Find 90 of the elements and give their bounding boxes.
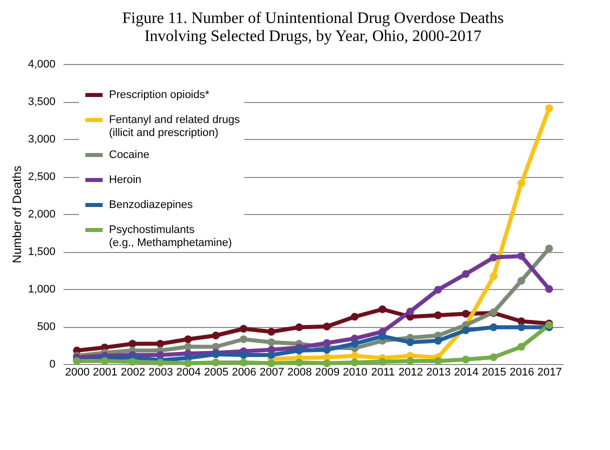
x-tick-label: 2012 (398, 366, 423, 378)
point (490, 323, 498, 332)
point (240, 351, 248, 359)
x-tick-label: 2007 (260, 366, 284, 378)
point (462, 356, 470, 364)
y-tick-label: 1,000 (28, 284, 56, 296)
legend-label: Psychostimulants (e.g., Methamphetamine) (109, 224, 232, 249)
x-tick-label: 2009 (315, 366, 340, 378)
point (100, 357, 109, 365)
point (323, 322, 331, 330)
point (267, 351, 276, 359)
point (156, 340, 164, 348)
point (350, 340, 359, 348)
x-tick-label: 2016 (510, 366, 534, 378)
x-tick-label: 2000 (65, 366, 90, 378)
point (434, 286, 442, 294)
point (350, 352, 359, 360)
point (378, 332, 386, 340)
y-axis-title: Number of Deaths (10, 166, 24, 264)
x-tick-label: 2008 (287, 366, 312, 378)
point (378, 305, 386, 314)
legend-label: Cocaine (109, 149, 150, 161)
point (267, 338, 276, 346)
x-tick-label: 2006 (232, 366, 256, 378)
y-tick-label: 0 (49, 358, 56, 370)
point (184, 359, 192, 368)
point (406, 308, 414, 316)
point (517, 323, 526, 332)
point (406, 338, 414, 346)
point (434, 311, 442, 320)
y-tick-label: 1,500 (28, 246, 56, 258)
point (240, 324, 248, 333)
point (323, 339, 331, 347)
point (156, 358, 164, 366)
point (267, 359, 276, 368)
legend-label: Heroin (109, 174, 142, 186)
x-tick-label: 2004 (176, 366, 201, 378)
point (462, 326, 470, 334)
point (350, 358, 359, 366)
point (517, 252, 526, 260)
point (212, 332, 220, 340)
point (240, 358, 248, 366)
legend-label: Prescription opioids* (109, 89, 210, 101)
point (295, 358, 303, 366)
point (323, 359, 331, 368)
point (295, 323, 303, 332)
x-tick-label: 2011 (371, 366, 395, 378)
x-tick-label: 2005 (204, 366, 229, 378)
point (267, 328, 276, 336)
legend-label: Fentanyl and related drugs (illicit and prescription) (109, 114, 240, 139)
x-tick-label: 2001 (92, 366, 118, 378)
x-tick-label: 2013 (426, 366, 451, 378)
point (350, 312, 359, 321)
point (517, 179, 526, 188)
point (462, 270, 470, 278)
point (295, 346, 303, 354)
point (490, 254, 498, 262)
point (462, 310, 470, 318)
x-tick-label: 2014 (454, 366, 479, 378)
point (323, 346, 331, 354)
x-tick-label: 2003 (148, 366, 173, 378)
y-tick-label: 4,000 (28, 58, 56, 70)
y-tick-label: 3,000 (28, 134, 56, 146)
x-tick-label: 2017 (537, 366, 562, 378)
point (490, 272, 498, 280)
point (545, 104, 553, 112)
point (128, 340, 136, 348)
point (490, 353, 498, 362)
x-tick-label: 2015 (482, 366, 506, 378)
y-tick-label: 2,000 (28, 208, 56, 220)
point (434, 336, 442, 345)
y-tick-label: 500 (37, 321, 56, 333)
point (128, 358, 136, 366)
point (184, 335, 192, 344)
chart-title: Figure 11. Number of Unintentional Drug Overdose Deaths Involving Selected Drugs, by Year, Ohio, 2000-2017 (122, 10, 504, 45)
y-tick-label: 3,500 (28, 96, 56, 108)
point (240, 335, 248, 344)
point (378, 358, 386, 366)
point (434, 357, 442, 365)
point (212, 358, 220, 366)
legend-label: Benzodiazepines (109, 199, 194, 211)
y-tick-label: 2,500 (28, 171, 56, 183)
point (545, 244, 553, 252)
point (545, 285, 553, 293)
point (184, 342, 192, 351)
point (406, 357, 414, 365)
x-tick-label: 2002 (120, 366, 146, 378)
x-tick-label: 2010 (342, 366, 368, 378)
point (517, 276, 526, 285)
point (517, 342, 526, 351)
